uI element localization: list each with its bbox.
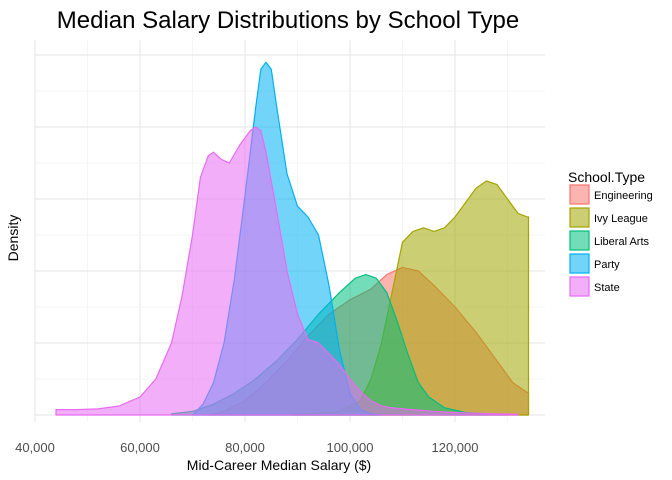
x-tick-label: 40,000 bbox=[15, 440, 55, 455]
x-tick-label: 100,000 bbox=[327, 440, 374, 455]
x-tick-label: 80,000 bbox=[225, 440, 265, 455]
legend-label-ivy-league: Ivy League bbox=[594, 213, 648, 225]
legend-title: School.Type bbox=[568, 169, 645, 185]
legend: School.Type Engineering Ivy League Liberal… bbox=[568, 169, 653, 297]
x-axis-title: Mid-Career Median Salary ($) bbox=[187, 457, 371, 473]
legend-label-liberal-arts: Liberal Arts bbox=[594, 236, 650, 248]
legend-label-engineering: Engineering bbox=[594, 190, 653, 202]
legend-items: Engineering Ivy League Liberal Arts Party St… bbox=[569, 184, 653, 297]
legend-label-party: Party bbox=[594, 259, 620, 271]
legend-key-party bbox=[569, 253, 590, 274]
x-axis-ticks: 40,000 60,000 80,000 100,000 120,000 bbox=[15, 440, 478, 455]
chart-title: Median Salary Distributions by School Ty… bbox=[57, 7, 519, 34]
legend-key-ivy-league bbox=[569, 207, 590, 228]
x-tick-label: 120,000 bbox=[432, 440, 479, 455]
legend-label-state: State bbox=[594, 282, 620, 294]
legend-key-state bbox=[569, 276, 590, 297]
density-areas bbox=[55, 61, 530, 416]
legend-key-engineering bbox=[569, 184, 590, 205]
legend-key-liberal-arts bbox=[569, 230, 590, 251]
y-axis-title: Density bbox=[5, 215, 21, 262]
x-tick-label: 60,000 bbox=[120, 440, 160, 455]
density-area-state bbox=[55, 126, 519, 416]
